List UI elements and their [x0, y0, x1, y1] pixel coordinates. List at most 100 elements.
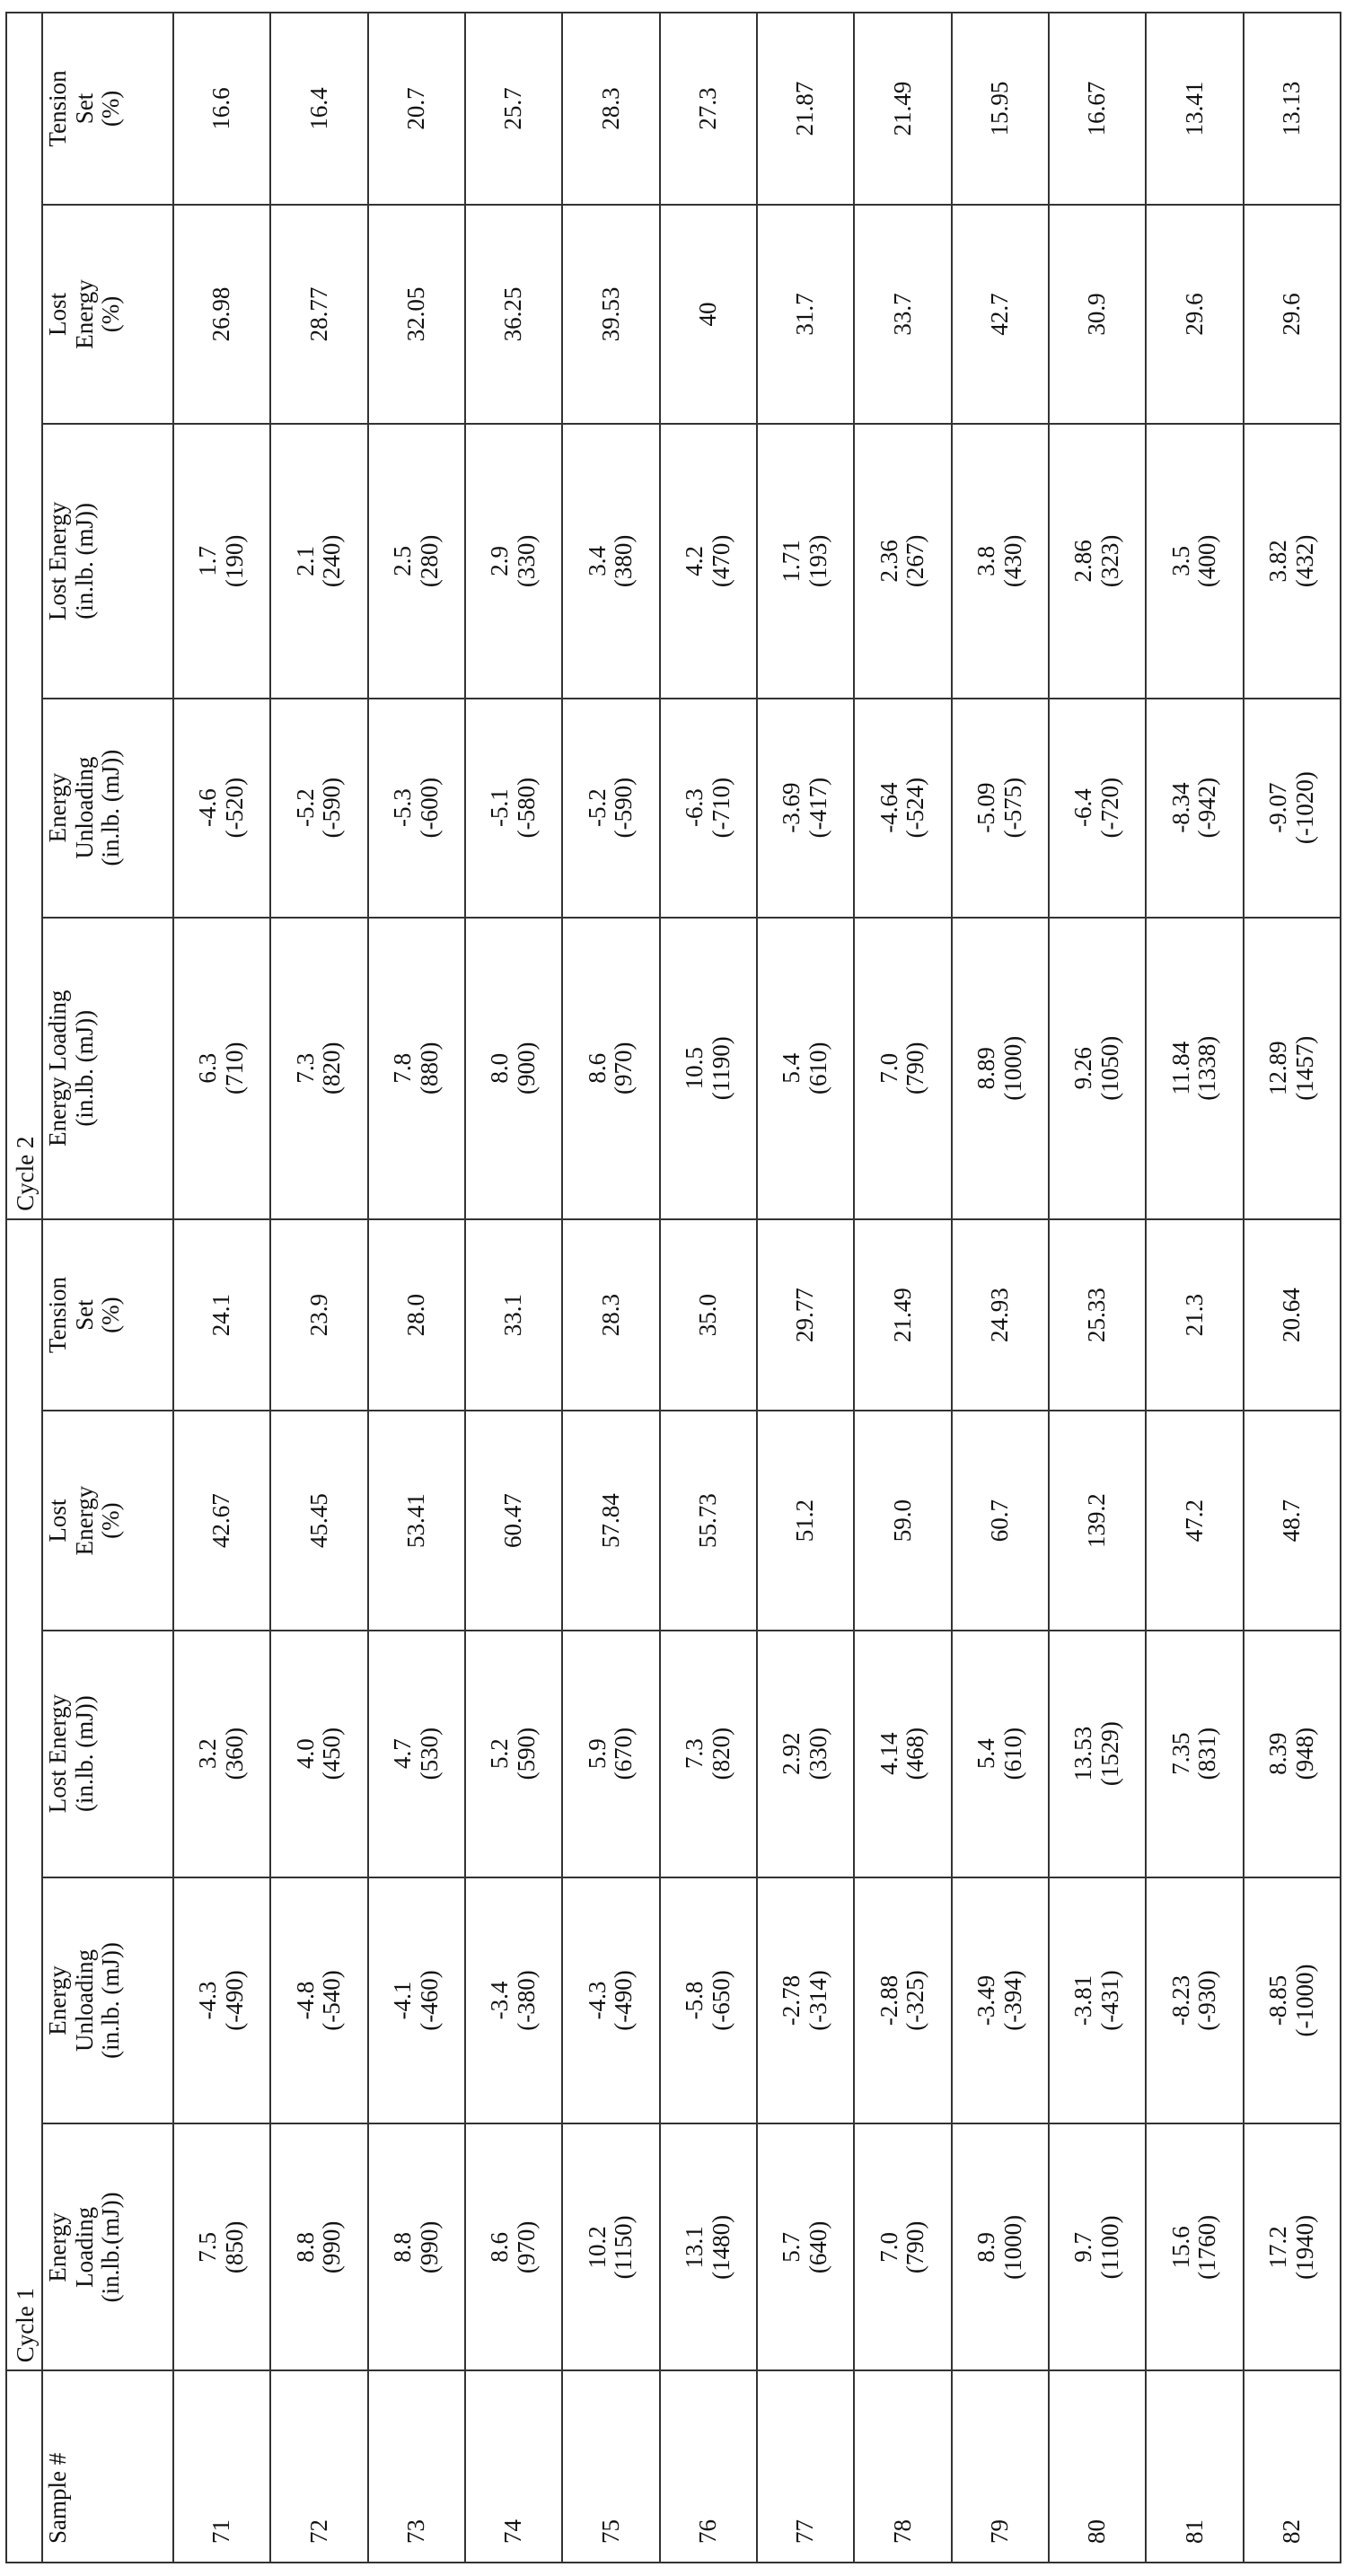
- cell-line: (in.lb. (mJ)): [98, 703, 125, 913]
- data-cell: -4.6(-520): [173, 699, 270, 918]
- cell-line: -3.49: [973, 1882, 1000, 2120]
- data-cell: 21.49: [854, 1219, 951, 1411]
- data-cell: 8.6(970): [465, 2123, 562, 2370]
- data-cell: 10.5(1190): [660, 918, 757, 1219]
- sample-cell: 79: [952, 2370, 1049, 2563]
- cell-line: -3.69: [778, 703, 805, 913]
- table-row: 798.9(1000)-3.49(-394)5.4(610)60.724.938…: [952, 13, 1049, 2563]
- cell-line: (1100): [1097, 2128, 1124, 2366]
- cell-line: (-325): [902, 1882, 929, 2120]
- cell-line: 8.8: [293, 2128, 320, 2366]
- table-row: 775.7(640)-2.78(-314)2.92(330)51.229.775…: [757, 13, 854, 2563]
- data-cell: 60.47: [465, 1411, 562, 1630]
- cell-line: (-417): [805, 703, 832, 913]
- data-cell: 59.0: [854, 1411, 951, 1630]
- cell-line: (1940): [1292, 2128, 1319, 2366]
- cell-line: (790): [902, 922, 929, 1215]
- cell-line: -4.6: [195, 703, 222, 913]
- cell-line: (1000): [1000, 2128, 1027, 2366]
- cell-line: -4.64: [876, 703, 903, 913]
- data-cell: 21.3: [1146, 1219, 1243, 1411]
- data-cell: 25.7: [465, 13, 562, 205]
- cell-line: (530): [417, 1635, 444, 1873]
- data-cell: 5.9(670): [562, 1631, 659, 1877]
- table-row: 7510.2(1150)-4.3(-490)5.9(670)57.8428.38…: [562, 13, 659, 2563]
- cell-line: -5.3: [390, 703, 417, 913]
- sample-cell: 82: [1244, 2370, 1341, 2563]
- cell-line: (in.lb. (mJ)): [72, 1635, 99, 1873]
- cell-line: (790): [902, 2128, 929, 2366]
- cell-line: (1457): [1292, 922, 1319, 1215]
- data-cell: 24.1: [173, 1219, 270, 1411]
- cell-line: (240): [319, 428, 346, 693]
- cell-line: 8.0: [487, 922, 514, 1215]
- cell-line: (710): [222, 922, 249, 1215]
- data-cell: 40: [660, 205, 757, 424]
- data-cell: 5.2(590): [465, 1631, 562, 1877]
- cell-line: (-590): [319, 703, 346, 913]
- cell-line: (-720): [1097, 703, 1124, 913]
- data-cell: 16.67: [1049, 13, 1146, 205]
- cell-line: (%): [98, 1415, 125, 1625]
- data-cell: 39.53: [562, 205, 659, 424]
- data-cell: -5.1(-580): [465, 699, 562, 918]
- data-cell: 33.1: [465, 1219, 562, 1411]
- cell-line: (900): [514, 922, 541, 1215]
- column-header: EnergyUnloading(in.lb. (mJ)): [42, 699, 173, 918]
- data-cell: 7.5(850): [173, 2123, 270, 2370]
- column-header: LostEnergy(%): [42, 205, 173, 424]
- cell-line: Lost Energy: [45, 428, 72, 693]
- data-cell: 2.5(280): [368, 424, 465, 698]
- data-cell: 4.0(450): [270, 1631, 367, 1877]
- cell-line: 5.2: [487, 1635, 514, 1873]
- cell-line: 5.9: [585, 1635, 611, 1873]
- cell-line: 8.6: [585, 922, 611, 1215]
- data-cell: 3.4(380): [562, 424, 659, 698]
- cell-line: (in.lb. (mJ)): [98, 1882, 125, 2120]
- data-cell: 13.53(1529): [1049, 1631, 1146, 1877]
- cell-line: (990): [417, 2128, 444, 2366]
- cell-line: Lost Energy: [45, 1635, 72, 1873]
- cell-line: 4.14: [876, 1635, 903, 1873]
- cell-line: (948): [1292, 1635, 1319, 1873]
- cell-line: 8.8: [390, 2128, 417, 2366]
- cell-line: 3.2: [195, 1635, 222, 1873]
- cell-line: 8.89: [973, 922, 1000, 1215]
- cell-line: Energy: [72, 209, 99, 419]
- cell-line: Set: [72, 1224, 99, 1407]
- data-cell: 5.4(610): [757, 918, 854, 1219]
- cell-line: 3.8: [973, 428, 1000, 693]
- cell-line: (430): [1000, 428, 1027, 693]
- cell-line: -8.23: [1168, 1882, 1195, 2120]
- cell-line: -8.85: [1265, 1882, 1292, 2120]
- data-cell: 15.95: [952, 13, 1049, 205]
- table-row: 8217.2(1940)-8.85(-1000)8.39(948)48.720.…: [1244, 13, 1341, 2563]
- data-cell: 5.7(640): [757, 2123, 854, 2370]
- data-cell: 2.9(330): [465, 424, 562, 698]
- cell-line: (1000): [1000, 922, 1027, 1215]
- table-row: 748.6(970)-3.4(-380)5.2(590)60.4733.18.0…: [465, 13, 562, 2563]
- cell-line: (330): [514, 428, 541, 693]
- sample-cell: 76: [660, 2370, 757, 2563]
- cell-line: (590): [514, 1635, 541, 1873]
- cell-line: -2.88: [876, 1882, 903, 2120]
- data-cell: 8.0(900): [465, 918, 562, 1219]
- cell-line: 2.86: [1070, 428, 1097, 693]
- cell-line: (-314): [805, 1882, 832, 2120]
- data-cell: 7.3(820): [270, 918, 367, 1219]
- cell-line: (468): [902, 1635, 929, 1873]
- cell-line: (1190): [708, 922, 735, 1215]
- data-cell: 9.7(1100): [1049, 2123, 1146, 2370]
- cell-line: (970): [611, 922, 638, 1215]
- data-cell: 45.45: [270, 1411, 367, 1630]
- table-row: 7613.1(1480)-5.8(-650)7.3(820)55.7335.01…: [660, 13, 757, 2563]
- data-cell: -9.07(-1020): [1244, 699, 1341, 918]
- column-header: EnergyUnloading(in.lb. (mJ)): [42, 1877, 173, 2124]
- cell-line: Lost: [45, 1415, 72, 1625]
- data-cell: 48.7: [1244, 1411, 1341, 1630]
- data-cell: -5.2(-590): [562, 699, 659, 918]
- cell-line: (in.lb. (mJ)): [72, 922, 99, 1215]
- cell-line: (-590): [611, 703, 638, 913]
- data-cell: 28.77: [270, 205, 367, 424]
